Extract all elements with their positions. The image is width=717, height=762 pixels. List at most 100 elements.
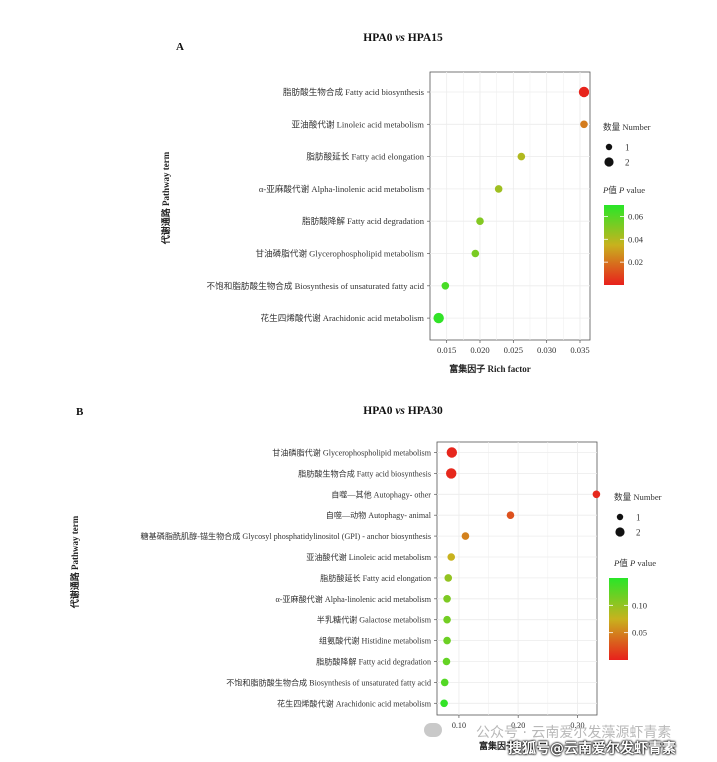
category-label: 脂肪酸降解 Fatty acid degradation [302,215,425,226]
chart-title: HPA0 vs HPA30 [363,405,443,417]
data-point [592,490,601,499]
size-legend-label: 1 [636,513,641,523]
category-label: 组氨酸代谢 Histidine metabolism [319,636,432,646]
data-point [446,468,457,479]
data-point [443,636,451,645]
color-legend-title-part: P [602,185,609,195]
category-label: 甘油磷脂代谢 Glycerophospholipid metabolism [272,448,431,458]
x-tick-label: 0.035 [570,345,589,355]
category-label: 自噬—其他 Autophagy- other [331,489,431,499]
category-label: 脂肪酸延长 Fatty acid elongation [320,573,431,583]
data-point [580,120,588,129]
color-legend-bar [604,205,624,285]
category-label: 不饱和脂肪酸生物合成 Biosynthesis of unsaturated f… [207,280,425,291]
color-legend-label: 0.10 [632,600,647,610]
size-legend-title: 数量 Number [614,491,662,502]
chart-title-part: vs [395,32,405,44]
data-point [444,574,453,582]
size-legend-dot [616,513,624,521]
data-point [506,511,515,519]
watermark-bold-text: 搜狐号@云南爱尔发虾青素 [508,741,676,757]
panel-label: A [176,41,184,53]
y-axis-label: 代谢通路 Pathway term [160,151,171,245]
data-point [447,553,456,561]
category-label: 脂肪酸延长 Fatty acid elongation [306,151,424,162]
x-axis-label: 富集因子 Rich factor [449,363,530,374]
data-point [443,615,451,624]
watermark-faint-text: 公众号 · 云南爱尔发藻源虾青素 [476,725,672,741]
size-legend-dot [604,157,614,167]
color-legend-title-part: P [618,185,625,195]
x-tick-label: 0.030 [537,345,556,355]
size-legend-label: 1 [625,143,630,153]
plot-frame [436,441,598,716]
category-label: α-亚麻酸代谢 Alpha-linolenic acid metabolism [259,183,424,194]
watermark: 公众号 · 云南爱尔发藻源虾青素 搜狐号@云南爱尔发虾青素 [424,718,708,758]
size-legend-dot [615,527,625,537]
data-point [517,152,526,161]
panel-label: B [76,406,84,418]
color-legend-title-part: 值 [608,184,619,195]
chart-title-part: HPA0 [363,32,395,44]
data-point [441,282,450,290]
category-label: 自噬—动物 Autophagy- animal [326,510,432,520]
category-label: 不饱和脂肪酸生物合成 Biosynthesis of unsaturated f… [226,677,431,687]
chart-title-part: vs [395,405,405,417]
category-label: 糖基磷脂酰肌醇-锚生物合成 Glycosyl phosphatidylinosi… [141,531,431,541]
chart-title-part: HPA0 [363,405,395,417]
color-legend-title-part: P [613,558,620,568]
category-label: 脂肪酸生物合成 Fatty acid biosynthesis [298,468,431,478]
category-label: 脂肪酸降解 Fatty acid degradation [316,657,431,667]
data-point [461,532,470,540]
size-legend-label: 2 [625,158,630,168]
size-legend-label: 2 [636,528,641,538]
x-tick-label: 0.20 [511,721,525,730]
size-legend-dot [605,143,613,151]
data-point [578,86,590,98]
data-point [476,217,484,225]
y-axis-label: 代谢通路 Pathway term [69,515,80,609]
data-point [433,312,444,324]
chart-title: HPA0 vs HPA15 [363,32,443,44]
x-tick-label: 0.10 [452,721,466,730]
data-point [440,699,448,708]
category-label: 半乳糖代谢 Galactose metabolism [317,615,432,625]
chart-title-part: HPA15 [405,32,443,44]
x-tick-label: 0.025 [504,345,523,355]
color-legend-title-part: value [624,185,645,195]
color-legend-label: 0.05 [632,628,647,638]
category-label: α-亚麻酸代谢 Alpha-linolenic acid metabolism [275,594,431,604]
color-legend-title-part: P [629,558,636,568]
category-label: 甘油磷脂代谢 Glycerophospholipid metabolism [255,248,424,259]
x-axis-label: 富集因子 [479,740,515,751]
color-legend-label: 0.04 [628,234,644,244]
category-label: 脂肪酸生物合成 Fatty acid biosynthesis [283,86,425,97]
panel-a: A HPA0 vs HPA15 脂肪酸生物合成 Fatty acid biosynt… [160,32,651,374]
chart-title-part: HPA30 [405,405,443,417]
color-legend-title-part: 值 [619,557,630,568]
color-legend-label: 0.02 [628,257,643,267]
category-label: 亚油酸代谢 Linoleic acid metabolism [292,118,425,129]
color-legend-label: 0.06 [628,211,644,221]
color-legend-bar [609,578,628,660]
size-legend-title: 数量 Number [603,121,651,132]
data-point [443,595,451,603]
category-label: 花生四烯酸代谢 Arachidonic acid metabolism [261,312,425,323]
category-label: 亚油酸代谢 Linoleic acid metabolism [306,552,431,562]
category-label: 花生四烯酸代谢 Arachidonic acid metabolism [277,698,432,708]
data-point [494,185,503,193]
x-tick-label: 0.015 [437,345,456,355]
x-tick-label: 0.30 [570,721,584,730]
data-point [442,657,451,666]
color-legend-title: P值 P value [602,184,645,195]
data-point [471,249,480,258]
data-point [446,447,458,458]
panel-b: B HPA0 vs HPA30 甘油磷脂代谢 Glycerophospholipid… [69,405,662,751]
data-point [440,678,449,687]
wechat-icon [424,723,442,737]
color-legend-title-part: value [635,558,656,568]
plot-frame [429,71,591,341]
x-tick-label: 0.020 [470,345,489,355]
color-legend-title: P值 P value [613,557,656,568]
